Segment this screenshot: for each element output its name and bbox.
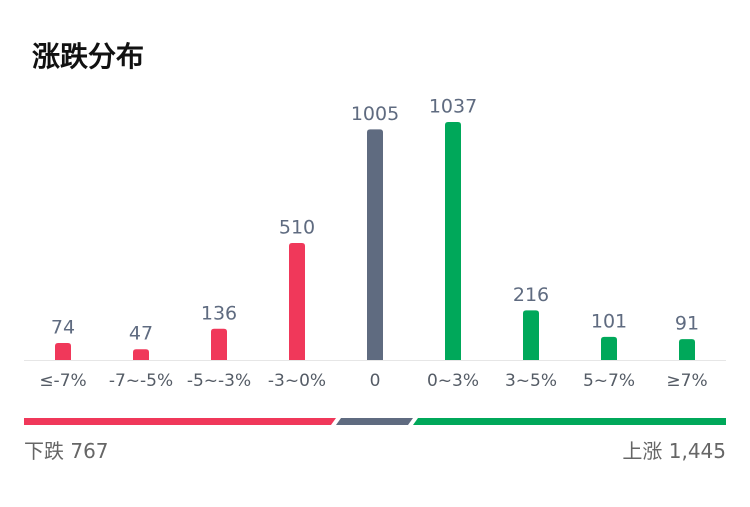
- bar: [445, 122, 461, 360]
- x-tick-label: 0: [370, 371, 381, 391]
- up-segment: [413, 418, 726, 425]
- value-label: 1037: [429, 96, 477, 118]
- flat-segment: [336, 418, 413, 425]
- value-label: 216: [513, 284, 549, 306]
- up-count: 1,445: [669, 439, 726, 463]
- bar: [523, 310, 539, 360]
- bar: [133, 349, 149, 360]
- x-tick-label: -5~-3%: [187, 371, 251, 391]
- value-label: 74: [51, 317, 75, 339]
- x-tick-label: -3~0%: [268, 371, 326, 391]
- x-tick-label: ≤-7%: [39, 371, 86, 391]
- value-label: 510: [279, 216, 315, 238]
- bar: [55, 343, 71, 360]
- down-count: 767: [70, 439, 108, 463]
- bar: [679, 339, 695, 360]
- value-label: 47: [129, 323, 153, 345]
- bar: [211, 328, 227, 360]
- down-summary: 下跌 767: [24, 439, 109, 463]
- value-label: 91: [675, 313, 699, 335]
- up-summary: 上涨 1,445: [622, 439, 726, 463]
- chart-title: 涨跌分布: [32, 40, 144, 73]
- bar: [601, 336, 617, 360]
- down-segment: [24, 418, 336, 425]
- value-label: 136: [201, 302, 237, 324]
- x-tick-label: 0~3%: [427, 371, 479, 391]
- x-tick-label: 5~7%: [583, 371, 635, 391]
- value-label: 1005: [351, 103, 399, 125]
- bar: [367, 129, 383, 360]
- bar: [289, 242, 305, 360]
- down-label: 下跌: [24, 439, 64, 463]
- x-tick-label: 3~5%: [505, 371, 557, 391]
- x-tick-label: ≥7%: [666, 371, 707, 391]
- up-label: 上涨: [622, 439, 662, 463]
- value-label: 101: [591, 310, 627, 332]
- x-tick-label: -7~-5%: [109, 371, 173, 391]
